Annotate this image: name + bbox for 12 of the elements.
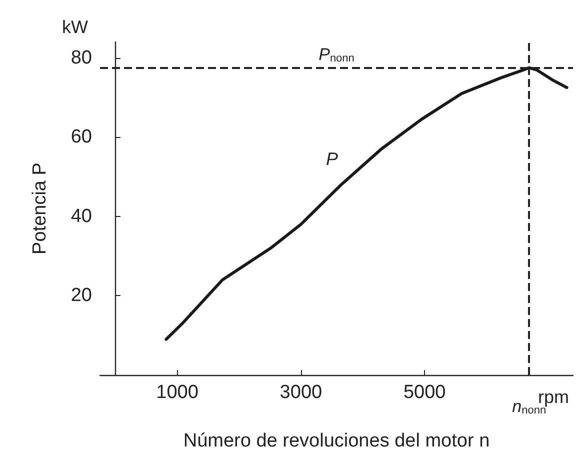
x-axis-title: Número de revoluciones del motor n bbox=[183, 430, 490, 452]
y-axis-title: Potencia P bbox=[30, 162, 50, 254]
y-tick-label: 80 bbox=[70, 47, 92, 68]
text: rpm bbox=[538, 387, 569, 407]
x-tick-label: 3000 bbox=[280, 382, 322, 403]
y-tick-label: 20 bbox=[70, 285, 92, 306]
x-tick-label: 5000 bbox=[403, 382, 446, 403]
y-tick-label: 40 bbox=[70, 206, 92, 227]
x-tick-label: 1000 bbox=[156, 382, 198, 403]
text: kW bbox=[62, 17, 88, 37]
annotation: P bbox=[326, 149, 338, 169]
y-tick-label: 60 bbox=[70, 126, 92, 148]
